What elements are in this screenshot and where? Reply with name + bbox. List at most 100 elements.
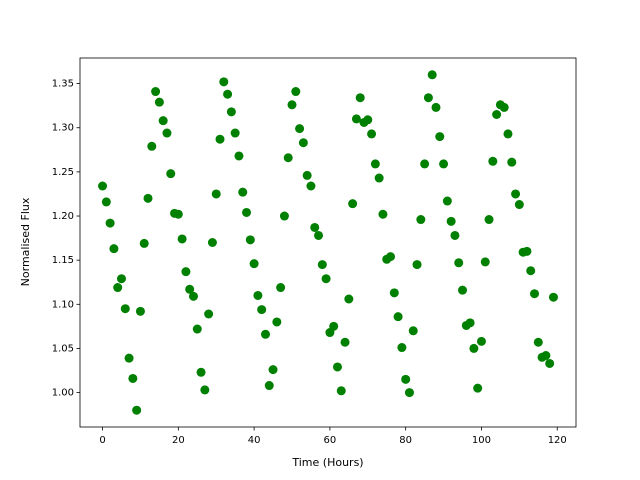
data-point	[302, 170, 312, 180]
data-point	[367, 129, 377, 139]
data-point	[473, 383, 483, 393]
data-point	[219, 77, 229, 87]
data-point	[408, 326, 418, 336]
data-point	[162, 128, 172, 138]
x-tick-label: 120	[548, 435, 567, 446]
data-point	[192, 324, 202, 334]
data-point	[207, 238, 217, 247]
data-point	[351, 114, 361, 124]
data-point	[363, 115, 373, 125]
data-point	[454, 258, 464, 268]
x-tick-label: 20	[172, 435, 185, 446]
data-point	[484, 215, 494, 225]
data-point	[526, 266, 536, 276]
data-point	[257, 305, 267, 315]
data-point	[211, 189, 221, 199]
data-point	[420, 159, 430, 169]
data-point	[132, 405, 142, 415]
data-point	[378, 209, 388, 219]
data-point	[151, 87, 161, 97]
x-tick-label: 60	[324, 435, 337, 446]
data-point	[200, 385, 210, 395]
data-point	[287, 100, 297, 110]
x-tick-label: 0	[99, 435, 105, 446]
data-point	[113, 283, 123, 293]
plot-area	[80, 58, 576, 427]
data-point	[507, 157, 517, 167]
data-point	[348, 199, 358, 209]
data-point	[530, 289, 540, 299]
data-point	[332, 362, 342, 372]
data-point	[196, 367, 206, 377]
data-point	[317, 260, 327, 270]
data-point	[306, 181, 316, 191]
data-point	[412, 260, 422, 270]
data-point	[291, 87, 301, 97]
y-axis-label: Normalised Flux	[19, 197, 32, 286]
y-tick-label: 1.30	[52, 123, 74, 134]
data-point	[204, 309, 214, 319]
data-point	[480, 257, 490, 267]
data-point	[185, 284, 195, 294]
data-point	[416, 215, 426, 225]
data-point	[143, 193, 153, 203]
data-point	[272, 317, 282, 327]
data-point	[511, 189, 521, 199]
data-point	[548, 292, 558, 302]
data-point	[458, 285, 468, 295]
data-point	[522, 246, 532, 256]
data-point	[427, 70, 437, 80]
y-tick-label: 1.25	[52, 167, 74, 178]
data-point	[393, 312, 403, 322]
data-point	[154, 97, 164, 107]
data-point	[135, 306, 145, 316]
data-point	[397, 343, 407, 353]
data-point	[450, 230, 460, 240]
data-point	[503, 129, 513, 139]
data-point	[321, 274, 331, 284]
y-tick-label: 1.10	[52, 299, 74, 310]
data-point	[128, 373, 138, 383]
data-point	[314, 230, 324, 240]
data-point	[268, 365, 278, 375]
data-point	[116, 274, 126, 284]
data-point	[158, 116, 168, 126]
data-point	[124, 353, 134, 363]
y-tick-label: 1.35	[52, 79, 74, 90]
data-point	[279, 211, 289, 221]
x-tick-label: 80	[399, 435, 412, 446]
data-point	[242, 207, 252, 217]
data-point	[401, 374, 411, 384]
data-point	[226, 107, 236, 117]
y-tick-label: 1.05	[52, 343, 74, 354]
data-point	[188, 291, 198, 301]
data-point	[147, 141, 157, 151]
data-point	[234, 151, 244, 161]
data-point	[223, 89, 233, 99]
data-point	[340, 337, 350, 347]
data-point	[533, 337, 543, 347]
data-point	[336, 386, 346, 396]
data-point	[431, 102, 441, 112]
data-point	[329, 321, 339, 331]
data-point	[355, 93, 365, 103]
data-point	[476, 336, 486, 346]
data-point	[105, 218, 115, 228]
data-point	[276, 283, 286, 293]
data-point	[295, 124, 305, 134]
data-point	[469, 343, 479, 353]
y-tick-label: 1.00	[52, 388, 74, 399]
data-point	[230, 128, 240, 138]
data-point	[541, 350, 551, 360]
data-point	[389, 288, 399, 298]
data-point	[435, 132, 445, 142]
x-axis-label: Time (Hours)	[291, 456, 363, 469]
data-point	[374, 173, 384, 183]
data-point	[514, 200, 524, 210]
data-point	[439, 159, 449, 169]
data-point	[238, 187, 248, 197]
data-point	[499, 102, 509, 112]
data-point	[264, 381, 274, 391]
y-tick-label: 1.20	[52, 211, 74, 222]
